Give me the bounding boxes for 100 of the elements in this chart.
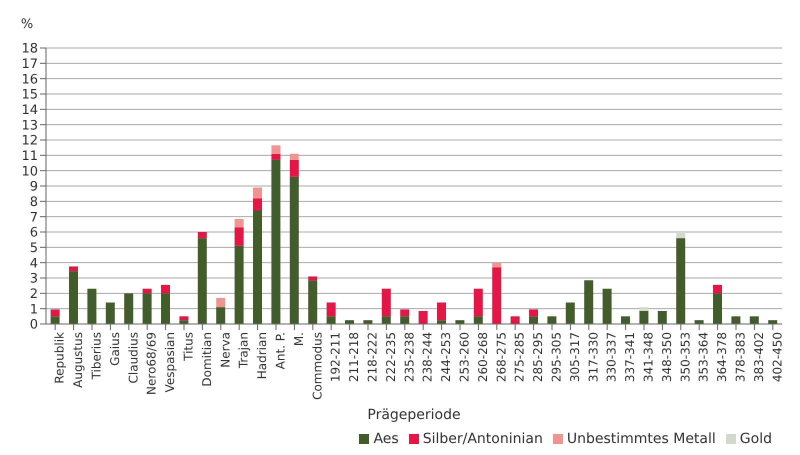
x-tick-label: Domitian [200,332,214,387]
x-tick-label: Trajan [236,332,251,370]
x-tick-label: Ant. P. [274,332,288,370]
x-tick-label: 383-402 [752,332,766,382]
x-tick-label: 192-211 [328,332,343,382]
bar [308,280,318,324]
x-tick-label: 341-348 [642,332,656,382]
bar [510,316,520,324]
bar [621,316,630,324]
bar [124,293,134,324]
x-tick-label: Claudius [126,332,140,384]
x-tick-label: 295-305 [550,332,564,382]
bar [658,310,667,324]
bar [198,232,207,238]
x-tick-label: Augustus [71,332,86,388]
x-tick-label: Nerva [218,332,232,368]
y-tick-label: 9 [30,180,38,195]
x-tick-label: 353-364 [696,332,711,382]
x-tick-label: 260-268 [476,332,490,382]
legend-label: Silber/Antoninian [422,431,543,447]
bar [290,160,299,177]
bar [474,288,483,316]
bar [694,320,704,324]
y-tick-label: 2 [30,286,38,302]
x-tick-label: 348-350 [660,332,674,382]
bar [198,238,207,324]
bar [253,188,262,198]
bar [474,316,483,324]
bar [308,276,318,280]
bar [400,316,410,324]
bar [750,316,759,324]
y-tick-label: 17 [21,56,38,72]
x-tick-label: 218-222 [366,332,380,382]
y-tick-label: 3 [30,272,38,287]
bar [234,227,244,246]
bar [142,288,152,294]
bar [326,302,336,316]
y-tick-label: 4 [30,256,38,272]
x-tick-label: Tiberius [90,332,104,380]
x-tick-label: Gaius [108,332,122,366]
bar [271,145,280,154]
bar [234,246,244,324]
y-tick-label: 15 [21,88,38,103]
bar [50,316,60,324]
x-tick-label: M. [292,332,306,346]
x-axis-title: Prägeperiode [367,407,461,423]
bar [437,302,446,320]
x-tick-label: Republik [52,332,67,384]
bar [253,210,262,324]
legend-label: Unbestimmtes Metall [566,431,716,447]
x-tick-label: 402-450 [770,332,784,382]
bar [529,309,538,316]
y-tick-label: 11 [21,148,38,164]
bar [363,320,372,324]
x-tick-label: 211-218 [347,332,362,382]
bar [602,288,612,324]
y-tick-label: 14 [21,102,38,118]
bar [731,316,740,324]
bar [639,310,648,324]
x-tick-label: 378-383 [734,332,748,382]
y-tick-label: 12 [21,134,38,149]
bar [179,320,188,324]
x-tick-label: Titus [182,332,196,362]
bar [326,316,336,324]
y-tick-label: 5 [30,240,38,256]
bar [345,320,354,324]
bar [418,310,428,324]
bar [69,266,78,272]
y-tick-label: 10 [21,164,38,180]
y-axis-title: % [20,17,34,32]
x-tick-label: 350-353 [678,332,692,382]
x-tick-label: 337-341 [623,332,638,382]
y-tick-label: 16 [21,72,38,88]
bar [234,218,244,228]
x-tick-label: Nero68/69 [144,332,159,395]
y-tick-label: 18 [21,42,38,57]
x-tick-label: 317-330 [586,332,600,382]
bar [290,154,299,160]
x-tick-label: 268-275 [494,332,508,382]
bar [676,238,686,324]
bar [382,316,391,324]
bar [142,293,152,324]
bar [713,284,722,294]
bar [253,198,262,211]
bar [271,154,280,160]
bar [768,320,778,324]
x-tick-label: 238-244 [420,332,435,382]
bar [290,176,299,324]
bar [216,298,226,308]
bar [584,280,594,324]
bar [529,316,538,324]
bar [271,160,280,324]
x-tick-label: 235-238 [402,332,416,382]
x-tick-label: Vespasian [163,332,178,392]
bar [216,307,226,324]
bar [547,316,556,324]
x-tick-label: 244-253 [439,332,454,382]
x-tick-label: Commodus [310,332,324,400]
bar [492,262,502,268]
y-tick-label: 1 [30,302,38,318]
